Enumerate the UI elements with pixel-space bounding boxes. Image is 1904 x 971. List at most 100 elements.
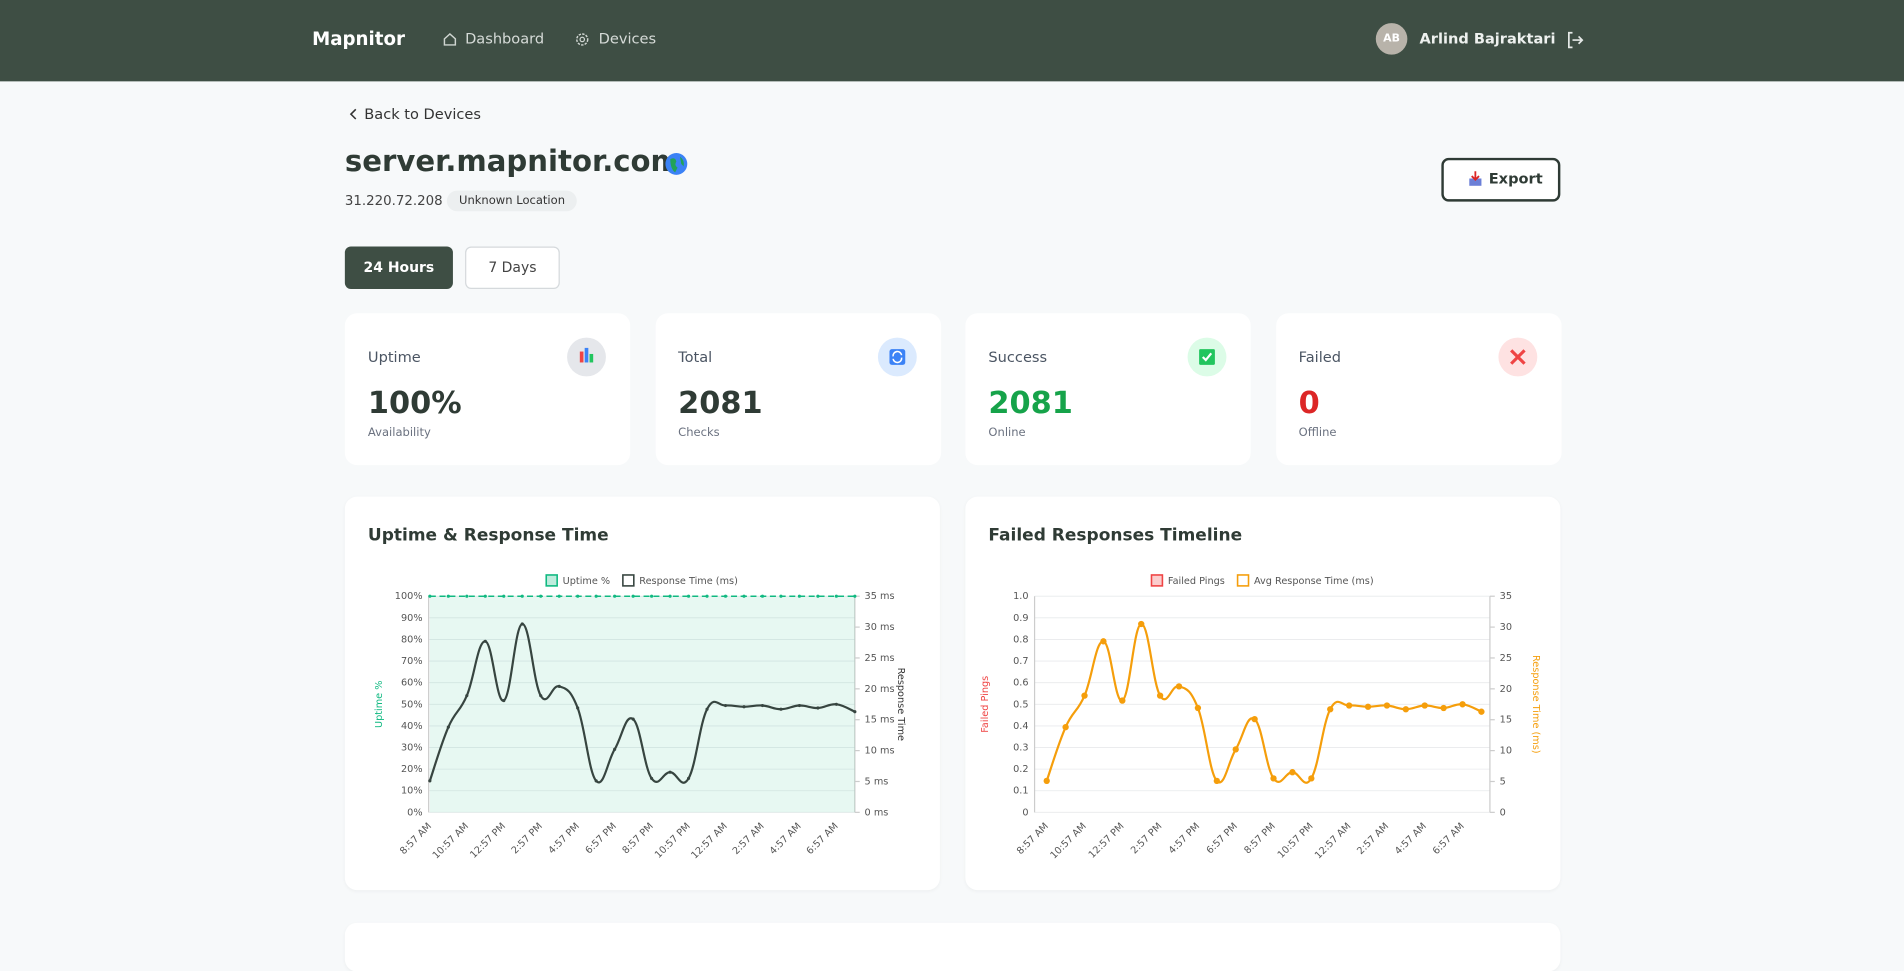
x-tick-label: 10:57 AM xyxy=(431,821,471,861)
nav-link[interactable]: Devices xyxy=(598,30,657,48)
point xyxy=(650,776,654,780)
stat-label: Total xyxy=(678,348,713,366)
brand[interactable]: Mapnitor xyxy=(312,27,405,50)
stat-icon xyxy=(1497,337,1537,377)
range-button[interactable]: 7 Days xyxy=(465,246,560,290)
point xyxy=(853,710,857,714)
point xyxy=(797,703,802,708)
point xyxy=(668,770,672,774)
home-icon xyxy=(443,33,457,46)
x-tick-label: 4:57 PM xyxy=(1167,821,1202,856)
y-tick-label: 0 xyxy=(1022,807,1028,818)
y-tick-label: 10% xyxy=(401,786,423,797)
legend-label: Response Time (ms) xyxy=(639,576,738,587)
y-tick-label: 0.7 xyxy=(1013,656,1028,667)
y2-tick-label: 5 ms xyxy=(865,776,889,787)
x-tick-label: 2:57 PM xyxy=(510,821,545,856)
y2-tick-label: 0 ms xyxy=(865,807,889,818)
point xyxy=(1232,746,1239,753)
x-tick-label: 4:57 PM xyxy=(546,821,581,856)
point xyxy=(613,594,617,598)
location-badge: Unknown Location xyxy=(446,190,578,212)
y2-tick-label: 20 ms xyxy=(865,684,895,695)
stat-sub: Online xyxy=(988,426,1026,440)
y-tick-label: 0.6 xyxy=(1013,678,1028,689)
x-tick-label: 12:57 AM xyxy=(689,821,729,861)
point xyxy=(613,747,617,751)
point xyxy=(520,594,524,598)
export-button[interactable] xyxy=(1441,157,1561,202)
legend-label: Avg Response Time (ms) xyxy=(1254,576,1374,587)
x-tick-label: 12:57 PM xyxy=(1087,821,1127,861)
legend-item: Response Time (ms) xyxy=(622,574,738,587)
stat-value: 0 xyxy=(1298,384,1320,421)
point xyxy=(557,594,561,598)
back-icon xyxy=(349,108,357,120)
y2-tick-label: 10 ms xyxy=(865,746,895,757)
area xyxy=(429,596,855,813)
point xyxy=(797,594,802,598)
chart: Failed Responses Timeline 0 0.1 0.2 0.3 0.4 0.… xyxy=(980,526,1541,862)
legend-swatch xyxy=(622,574,635,587)
device-title: server.mapnitor.com xyxy=(344,144,681,179)
nav-link[interactable]: Dashboard xyxy=(465,30,545,48)
stat-icon xyxy=(567,337,606,377)
point xyxy=(1119,697,1126,704)
point xyxy=(779,707,783,711)
y-tick-label: 100% xyxy=(395,591,423,602)
y-axis-title: Uptime % xyxy=(374,681,385,728)
x-tick-label: 4:57 AM xyxy=(1393,821,1429,857)
point xyxy=(1459,701,1466,708)
back-link[interactable]: Back to Devices xyxy=(364,105,481,123)
y2-tick-label: 35 ms xyxy=(865,591,895,602)
legend: Uptime % Response Time (ms) xyxy=(545,574,738,587)
y2-tick-label: 15 xyxy=(1500,715,1512,726)
point xyxy=(539,594,543,598)
y-axis-title: Failed Pings xyxy=(980,676,991,733)
y-tick-label: 90% xyxy=(401,613,423,624)
chart-card xyxy=(344,496,940,891)
legend-item: Uptime % xyxy=(545,574,610,587)
point xyxy=(1100,638,1107,645)
point xyxy=(483,639,487,643)
user-name[interactable]: Arlind Bajraktari xyxy=(1419,30,1556,48)
y2-tick-label: 10 xyxy=(1500,746,1512,757)
stat-value: 2081 xyxy=(678,384,763,421)
legend-swatch xyxy=(545,574,558,587)
point xyxy=(834,594,838,598)
range-button[interactable]: 24 Hours xyxy=(344,246,453,290)
y-tick-label: 60% xyxy=(401,678,423,689)
point xyxy=(1081,692,1088,699)
point xyxy=(668,594,672,598)
logout-icon[interactable] xyxy=(1565,30,1584,49)
y-tick-label: 0% xyxy=(407,807,422,818)
stat-icon xyxy=(1187,337,1227,377)
point xyxy=(816,594,820,598)
point xyxy=(539,694,543,698)
y2-tick-label: 0 xyxy=(1500,807,1506,818)
x-tick-label: 6:57 AM xyxy=(805,821,841,857)
y2-tick-label: 35 xyxy=(1500,591,1512,602)
export-label[interactable]: Export xyxy=(1488,170,1543,188)
y-tick-label: 0.4 xyxy=(1013,721,1028,732)
point xyxy=(1345,702,1353,709)
point xyxy=(1175,683,1183,690)
point xyxy=(650,594,654,598)
y-tick-label: 0.2 xyxy=(1013,764,1028,775)
stat-label: Uptime xyxy=(367,348,421,366)
point xyxy=(520,622,524,626)
stat-value: 2081 xyxy=(988,384,1073,421)
point xyxy=(686,594,691,598)
x-tick-label: 6:57 AM xyxy=(1431,821,1467,857)
y2-tick-label: 25 xyxy=(1500,653,1512,664)
legend-label: Failed Pings xyxy=(1168,576,1225,587)
avatar[interactable]: AB xyxy=(1375,23,1408,55)
y2-tick-label: 15 ms xyxy=(865,715,895,726)
x-tick-label: 6:57 PM xyxy=(583,821,618,856)
point xyxy=(1402,706,1409,713)
line xyxy=(1045,622,1482,784)
y2-tick-label: 30 xyxy=(1500,622,1512,633)
y2-tick-label: 30 ms xyxy=(865,622,895,633)
point xyxy=(853,594,857,598)
x-tick-label: 10:57 AM xyxy=(1048,821,1088,861)
